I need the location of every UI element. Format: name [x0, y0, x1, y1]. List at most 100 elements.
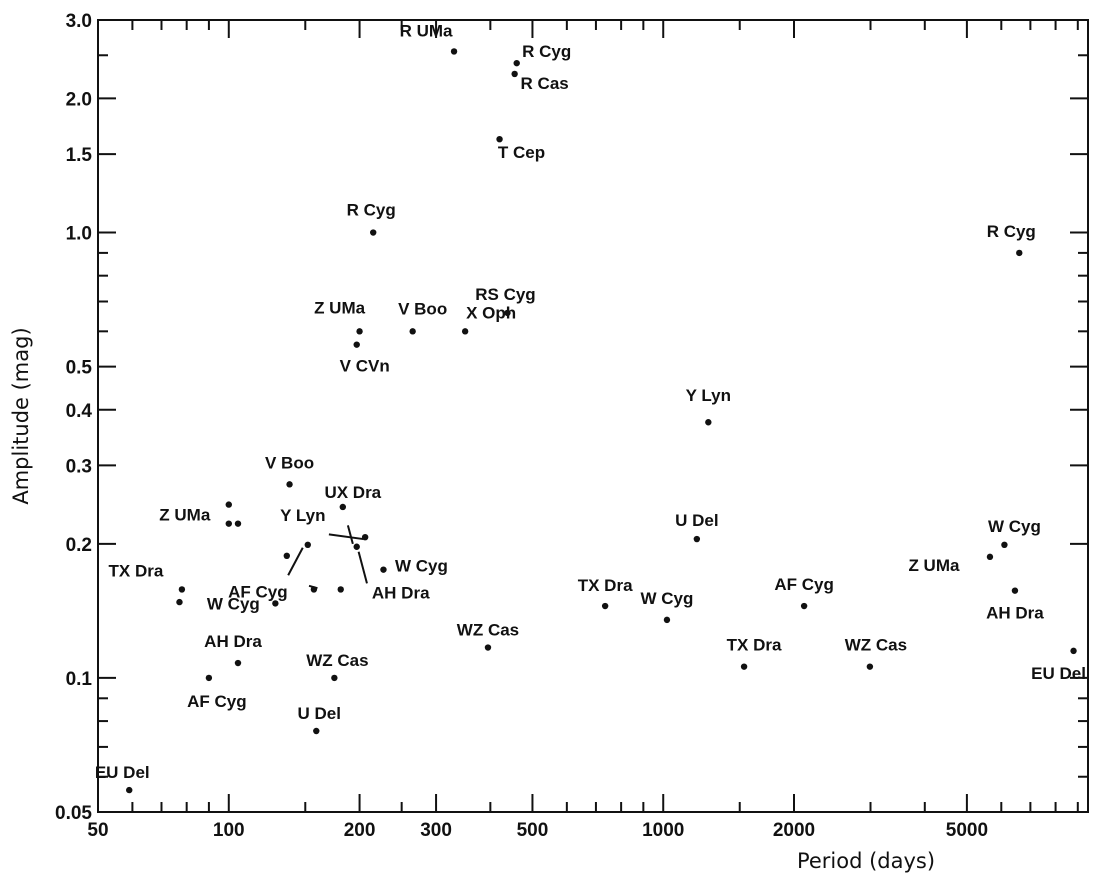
point-label: UX Dra — [324, 483, 381, 502]
data-point — [356, 328, 363, 335]
data-point — [353, 543, 360, 550]
y-tick-label: 2.0 — [66, 89, 92, 110]
data-point — [740, 663, 748, 670]
x-tick-label: 2000 — [773, 820, 815, 841]
point-label: R Cyg — [522, 42, 571, 61]
point-label: Y Lyn — [280, 506, 325, 525]
label-connectors — [287, 525, 368, 590]
point-label: R UMa — [400, 21, 453, 40]
data-point — [178, 586, 186, 593]
point-labels: R UMa R Cyg R Cas T Cep R Cyg R Cyg RS Cyg Z UM… — [95, 21, 1086, 782]
point-label: AF Cyg — [774, 575, 834, 594]
y-tick-label: 1.0 — [66, 224, 92, 245]
data-point — [176, 598, 183, 606]
data-point — [1001, 541, 1008, 549]
label-connector — [328, 533, 364, 541]
data-point — [205, 674, 213, 682]
point-label: R Cas — [521, 74, 569, 93]
point-label: V Boo — [265, 453, 314, 472]
data-point — [286, 481, 293, 488]
point-label: WZ Cas — [845, 636, 907, 655]
point-label: W Cyg — [207, 594, 260, 613]
data-point — [461, 328, 469, 335]
point-label: RS Cyg — [475, 285, 535, 304]
data-point — [1070, 647, 1077, 655]
data-point — [353, 341, 360, 348]
point-label: TX Dra — [578, 576, 633, 595]
point-label: V Boo — [398, 299, 447, 318]
data-point — [693, 535, 701, 543]
data-point — [1011, 587, 1019, 594]
data-point — [313, 727, 320, 735]
point-label: EU Del — [1031, 664, 1086, 683]
y-tick-label: 1.5 — [66, 145, 93, 166]
point-label: Y Lyn — [686, 386, 731, 405]
label-connector — [346, 525, 354, 545]
x-tick-label: 200 — [344, 820, 376, 841]
x-tick-label: 5000 — [946, 820, 988, 841]
x-tick-label: 300 — [420, 820, 452, 841]
point-label: U Del — [298, 704, 341, 723]
point-label: AF Cyg — [228, 582, 288, 601]
data-point — [496, 135, 503, 143]
data-point — [380, 566, 387, 573]
data-point — [225, 501, 232, 508]
data-point — [370, 229, 377, 236]
x-tick-label: 100 — [213, 820, 245, 841]
plot-frame — [97, 19, 1089, 813]
data-point — [339, 503, 347, 511]
point-label: R Cyg — [987, 222, 1036, 241]
data-point — [304, 541, 311, 549]
data-point — [1016, 249, 1023, 257]
point-label: T Cep — [498, 143, 545, 162]
point-label: Z UMa — [159, 506, 211, 525]
data-point — [337, 586, 344, 593]
data-points — [126, 48, 1077, 794]
data-point — [484, 644, 492, 651]
x-tick-label: 1000 — [642, 820, 684, 841]
y-axis-title: Amplitude (mag) — [9, 327, 33, 504]
data-point — [866, 663, 874, 670]
point-label: V CVn — [340, 357, 390, 376]
y-tick-label: 0.3 — [66, 456, 92, 477]
point-label: TX Dra — [727, 636, 782, 655]
point-label: W Cyg — [641, 589, 694, 608]
data-point — [361, 533, 369, 541]
point-label: TX Dra — [109, 561, 164, 580]
data-point — [310, 586, 318, 593]
x-tick-label: 500 — [517, 820, 549, 841]
data-point — [283, 552, 290, 560]
point-label: U Del — [675, 511, 718, 530]
y-tick-label: 0.5 — [66, 358, 93, 379]
y-tick-label: 0.2 — [66, 535, 92, 556]
y-tick-label: 3.0 — [66, 11, 92, 32]
x-axis-ticks: 50 100 200 300 500 1000 2000 5000 — [87, 20, 1079, 841]
point-label: AH Dra — [986, 604, 1044, 623]
point-label: WZ Cas — [306, 651, 368, 670]
data-point — [272, 600, 279, 607]
point-label: W Cyg — [395, 557, 448, 576]
y-axis-ticks: 0.05 0.1 0.2 0.3 0.4 0.5 1.0 1.5 2.0 3.0 — [55, 11, 1088, 824]
y-tick-label: 0.05 — [55, 803, 92, 824]
point-label: Z UMa — [314, 298, 366, 317]
data-point — [450, 48, 458, 55]
data-point — [513, 59, 520, 67]
y-tick-label: 0.1 — [66, 669, 93, 690]
data-point — [663, 616, 671, 624]
data-point — [331, 674, 338, 682]
label-connector — [357, 551, 368, 584]
data-point — [705, 419, 712, 426]
data-point — [986, 553, 994, 561]
data-point — [234, 659, 242, 667]
x-tick-label: 50 — [87, 820, 108, 841]
point-label: Z UMa — [908, 556, 960, 575]
plot-border — [97, 19, 1089, 813]
data-point — [409, 328, 416, 335]
data-point — [504, 309, 511, 317]
label-connector — [287, 547, 304, 576]
y-tick-label: 0.4 — [66, 401, 93, 422]
data-point — [601, 602, 609, 610]
data-point — [511, 70, 518, 78]
data-point — [225, 520, 232, 527]
